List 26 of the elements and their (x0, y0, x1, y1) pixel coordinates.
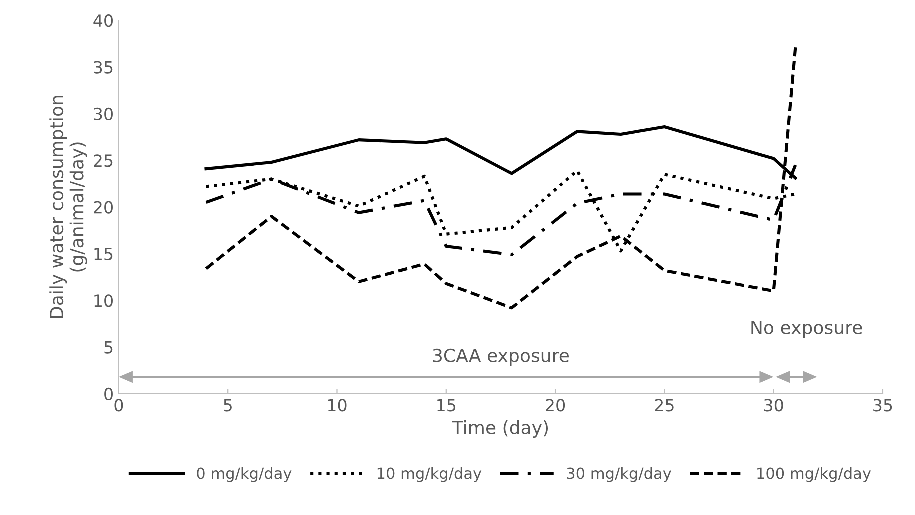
y-tick-label: 0 (104, 388, 113, 401)
line-series (204, 46, 798, 310)
legend-label: 10 mg/kg/day (378, 467, 482, 482)
x-tick-label: 5 (224, 399, 232, 412)
x-tick-label: 30 (764, 399, 784, 412)
y-tick-label: 30 (94, 108, 113, 121)
y-tick-label: 40 (94, 14, 113, 28)
annotation: No exposure (752, 321, 862, 338)
y-axis-title: Daily water consumption (g/animal/day) (50, 96, 88, 318)
y-tick-label: 10 (94, 294, 113, 308)
legend-label: 0 mg/kg/day (197, 467, 292, 482)
x-tick-label: 20 (546, 399, 566, 412)
x-axis-title: Time (day) (452, 420, 548, 438)
legend-label: 30 mg/kg/day (567, 467, 672, 482)
y-tick-label: 5 (104, 341, 113, 354)
x-tick-label: 35 (874, 399, 892, 412)
annotation: 3CAA exposure (433, 348, 569, 366)
y-tick-label: 15 (94, 248, 113, 261)
y-tick-label: 35 (94, 61, 113, 74)
x-tick-label: 15 (438, 399, 456, 412)
y-tick-label: 20 (94, 201, 113, 214)
x-tick-label: 10 (328, 399, 347, 412)
x-tick-label: 0 (114, 399, 124, 412)
x-tick-label: 25 (655, 399, 674, 412)
y-tick-label: 25 (94, 154, 113, 168)
legend-label: 100 mg/kg/day (758, 467, 872, 482)
